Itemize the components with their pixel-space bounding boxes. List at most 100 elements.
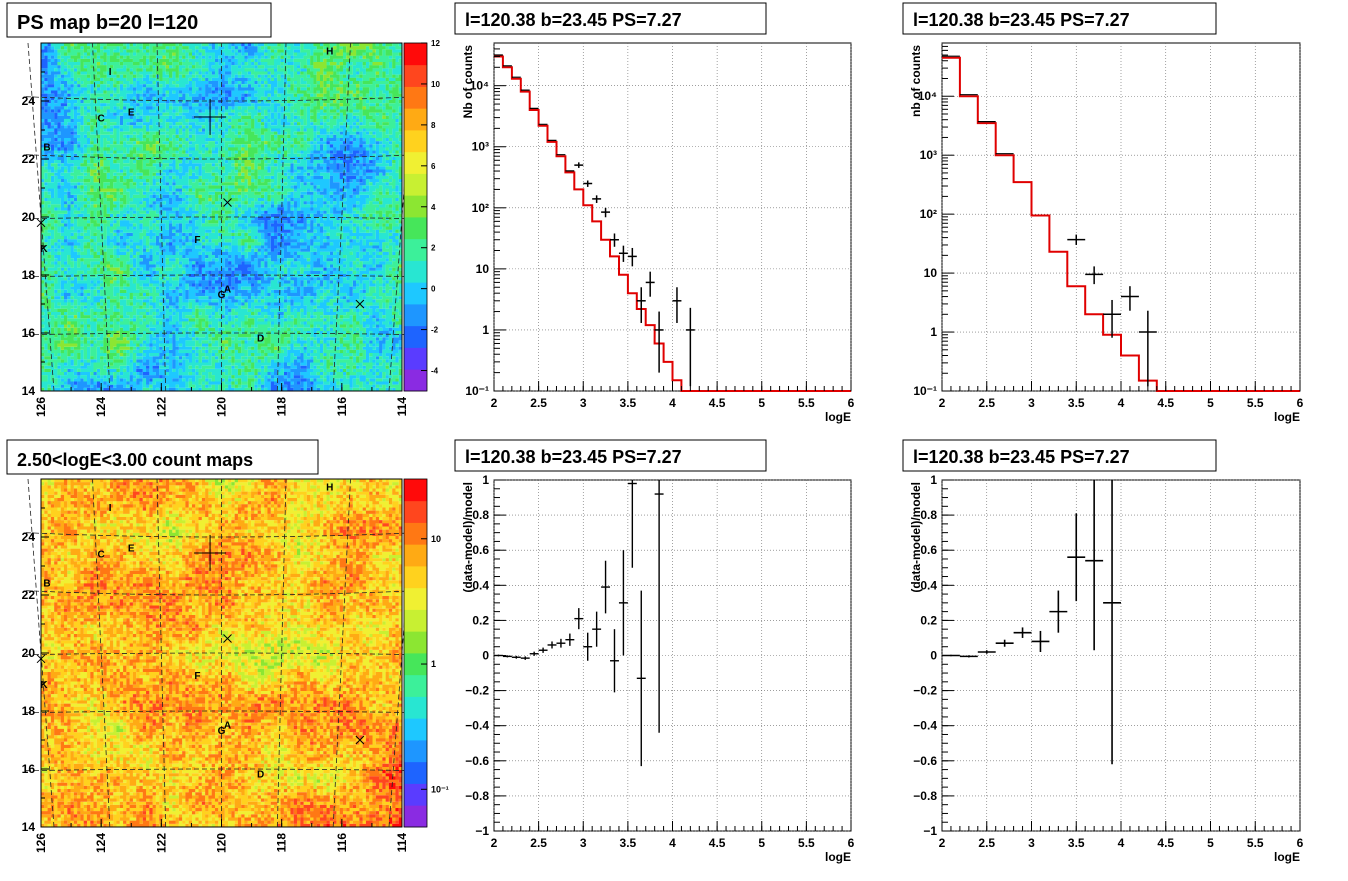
count-map-x-marker: [223, 634, 232, 643]
ps-map-cells: [41, 43, 403, 392]
ps-map-colorbar-tick-label: 10: [431, 80, 440, 89]
count-map-cells: [41, 479, 403, 828]
ps-map-parallel: [25, 216, 418, 220]
spectrum-right-ytick-label: 10³: [920, 148, 937, 162]
residual-right-xtick-label: 2: [939, 836, 946, 850]
spectrum-left-xtick-label: 5.5: [798, 396, 815, 410]
spectrum-left-xtick-label: 4: [669, 396, 676, 410]
count-map-colorbar-swatch: [404, 566, 427, 589]
ps-map-colorbar-tick-label: 6: [431, 162, 436, 171]
source-label-I: I: [109, 503, 112, 514]
count-map-parallel: [25, 710, 418, 714]
residual-left-ytick-label: 0.4: [472, 578, 489, 592]
residual-left-ytick-label: −0.6: [465, 754, 489, 768]
residual-right-ytick-label: −0.2: [913, 684, 937, 698]
source-label-F: F: [194, 671, 200, 682]
residual-right-ytick-label: −0.4: [913, 719, 937, 733]
ps-map-colorbar-swatch: [404, 151, 427, 174]
spectrum-left-ytick-label: 10²: [472, 201, 489, 215]
count-map-colorbar-swatch: [404, 653, 427, 676]
count-map-colorbar-swatch: [404, 609, 427, 632]
ps-map-ytick-label: 24: [22, 94, 36, 108]
spectrum-left-data-step: [494, 54, 575, 172]
count-map-ytick-label: 18: [22, 704, 36, 718]
spectrum-left-ylabel: Nb of counts: [461, 45, 475, 119]
spectrum-left-xtick-label: 3.5: [620, 396, 637, 410]
spectrum-left-xtick-label: 3: [580, 396, 587, 410]
spectrum-right-xtick-label: 5.5: [1247, 396, 1264, 410]
residual-left-ytick-label: 0.8: [472, 508, 489, 522]
residual-left-xtick-label: 2.5: [530, 836, 547, 850]
residual-right-ylabel: (data-model)/model: [909, 482, 923, 593]
spectrum-left-axes: 2 2.5 3 3.5 4 4.5 5 5.5 6 10⁻¹ 1 10 10² 10³ 10⁴ logE Nb …: [461, 42, 855, 424]
spectrum-left-title-box: [454, 2, 767, 35]
count-map-ytick-label: 16: [22, 762, 36, 776]
spectrum-right-title-box: [902, 2, 1217, 35]
ps-map-colorbar-tick-label: 8: [431, 121, 436, 130]
ps-map-colorbar-swatch: [404, 282, 427, 305]
ps-map-ytick-label: 20: [22, 210, 36, 224]
ps-map-colorbar-tick-label: 12: [431, 39, 440, 48]
spectrum-left-ytick-label: 10⁴: [470, 79, 489, 93]
residual-left-ytick-label: 0: [482, 649, 489, 663]
count-map-parallel: [25, 532, 418, 538]
spectrum-left-xtick-label: 4.5: [709, 396, 726, 410]
count-map-colorbar-swatch: [404, 631, 427, 654]
ps-map-colorbar-frame: [403, 42, 428, 392]
count-map-x-marker: [355, 735, 365, 745]
spectrum-left-xtick-label: 5: [758, 396, 765, 410]
residual-right-title-box: [902, 439, 1217, 472]
source-label-H: H: [326, 47, 333, 58]
count-map-colorbar-swatch: [404, 740, 427, 763]
spectrum-right-xtick-label: 4.5: [1157, 396, 1174, 410]
ps-map-cells: [41, 43, 403, 357]
ps-map-xtick-label: 116: [335, 397, 349, 417]
ps-map-colorbar-swatch: [404, 130, 427, 153]
ps-map-colorbar-tick-label: -4: [431, 367, 439, 376]
ps-map-x-marker: [223, 198, 232, 207]
count-map-colorbar-tick-label: 10⁻¹: [431, 784, 449, 794]
source-label-D: D: [257, 334, 264, 345]
residual-left-ytick-label: −0.8: [465, 789, 489, 803]
ps-map-colorbar-swatch: [404, 238, 427, 261]
spectrum-right-axes: 2 2.5 3 3.5 4 4.5 5 5.5 6 10⁻¹ 1 10 10² 10³ 10⁴ logE nb …: [909, 42, 1304, 424]
residual-right-ytick-label: 0: [930, 649, 937, 663]
residual-right-frame: [941, 479, 1301, 832]
ps-map-parallel: [25, 154, 418, 160]
source-label-K: K: [40, 680, 48, 691]
ps-map-colorbar-tick-label: 4: [431, 203, 436, 212]
residual-right-ytick-label: 0.6: [920, 543, 937, 557]
ps-map-colorbar-swatch: [404, 347, 427, 370]
ps-map-colorbar-swatch: [404, 325, 427, 348]
source-label-H: H: [326, 483, 333, 494]
source-label-B: B: [43, 578, 50, 589]
source-label-F: F: [194, 235, 200, 246]
source-label-K: K: [40, 244, 48, 255]
count-map-colorbar-tick-label: 10: [431, 534, 441, 544]
residual-right-xtick-label: 4: [1118, 836, 1125, 850]
ps-map-ytick-label: 14: [22, 384, 36, 398]
ps-map-title: PS map b=20 l=120: [17, 12, 198, 34]
count-map-x-marker: [36, 654, 46, 664]
count-map-colorbar-swatch: [404, 674, 427, 697]
source-label-E: E: [128, 544, 135, 555]
spectrum-right-ylabel: nb of counts: [909, 45, 923, 117]
residual-left-xlabel: logE: [825, 850, 851, 864]
count-map-colorbar-swatch: [404, 783, 427, 806]
ps-map-colorbar-tick-label: 2: [431, 244, 436, 253]
residual-left-ytick-label: −0.4: [465, 719, 489, 733]
spectrum-left-ytick-label: 10³: [472, 140, 489, 154]
spectrum-right-data-step: [942, 55, 1014, 155]
spectrum-right-xlabel: logE: [1274, 410, 1300, 424]
ps-map-colorbar-swatch: [404, 195, 427, 218]
count-map-meridian: [332, 478, 351, 828]
count-map-ytick-label: 22: [22, 588, 36, 602]
count-map-colorbar-swatch: [404, 500, 427, 523]
residual-left-xtick-label: 4.5: [709, 836, 726, 850]
count-map-map: 126 124 122 120 118 116 114 14 16 18 20 22 24 H I C E B F K…: [22, 478, 418, 853]
residual-right-xtick-label: 2.5: [978, 836, 995, 850]
residual-left-axes: 2 2.5 3 3.5 4 4.5 5 5.5 6 −1 −0.8 −0.6 −0.4 −0.2 0 0.2 0…: [461, 473, 855, 864]
ps-map-ytick-label: 22: [22, 152, 36, 166]
count-map-colorbar-swatch: [404, 587, 427, 610]
spectrum-left-ytick-label: 10: [476, 262, 490, 276]
